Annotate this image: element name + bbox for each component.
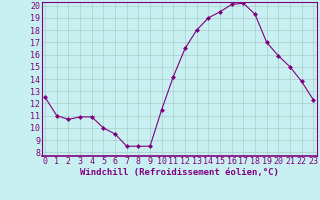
X-axis label: Windchill (Refroidissement éolien,°C): Windchill (Refroidissement éolien,°C) <box>80 168 279 177</box>
